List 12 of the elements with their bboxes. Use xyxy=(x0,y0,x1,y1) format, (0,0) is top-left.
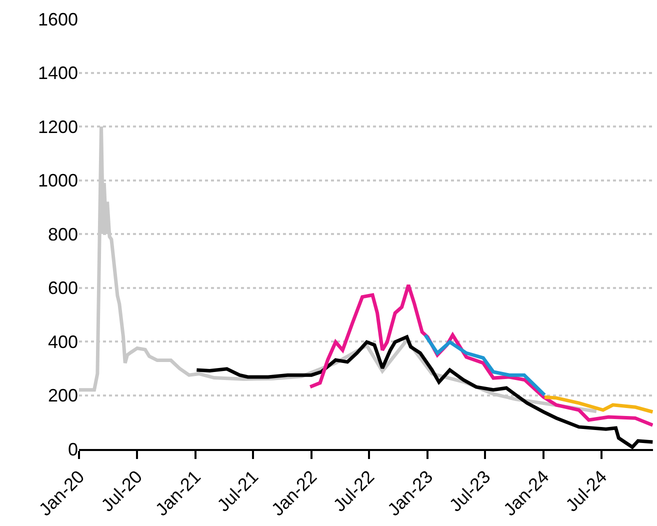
y-tick-label: 1400 xyxy=(38,63,78,84)
line-series xyxy=(308,283,653,427)
y-tick-label: 1200 xyxy=(38,116,78,137)
y-tick-label: 800 xyxy=(48,224,78,244)
y-tick-label: 1000 xyxy=(38,170,78,191)
line-series xyxy=(424,333,546,397)
y-tick-label: 200 xyxy=(48,386,78,406)
y-tick-label: 1600 xyxy=(38,9,78,30)
y-tick-label: 0 xyxy=(68,439,78,460)
y-tick-label: 400 xyxy=(48,332,78,352)
line-series xyxy=(542,395,653,414)
y-tick-label: 600 xyxy=(48,278,78,298)
